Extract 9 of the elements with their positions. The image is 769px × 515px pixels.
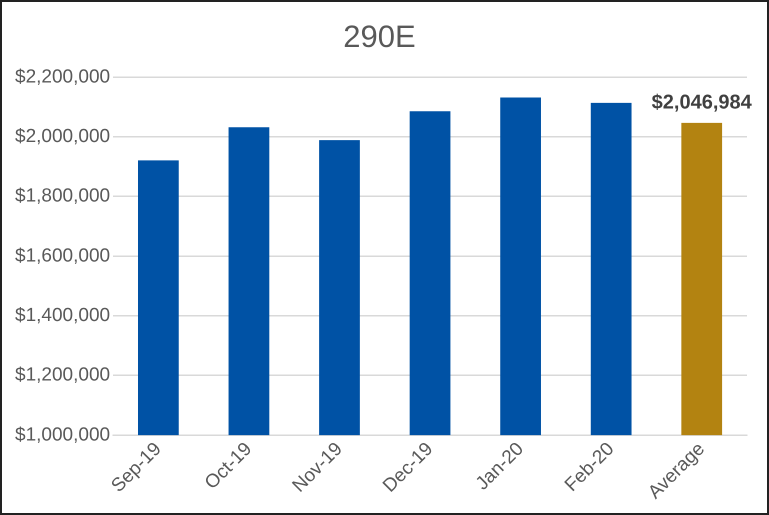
y-tick-label: $1,000,000 bbox=[15, 424, 110, 446]
y-tick-label: $1,800,000 bbox=[15, 186, 110, 207]
chart-title: 290E bbox=[343, 19, 416, 54]
y-tick-label: $1,600,000 bbox=[15, 245, 110, 266]
y-tick-label: $1,200,000 bbox=[15, 364, 110, 386]
y-tick-label: $2,000,000 bbox=[15, 126, 110, 148]
y-tick-label: $2,200,000 bbox=[15, 66, 110, 88]
data-label: $2,046,984 bbox=[652, 91, 753, 114]
y-tick-label: $1,400,000 bbox=[15, 305, 110, 326]
